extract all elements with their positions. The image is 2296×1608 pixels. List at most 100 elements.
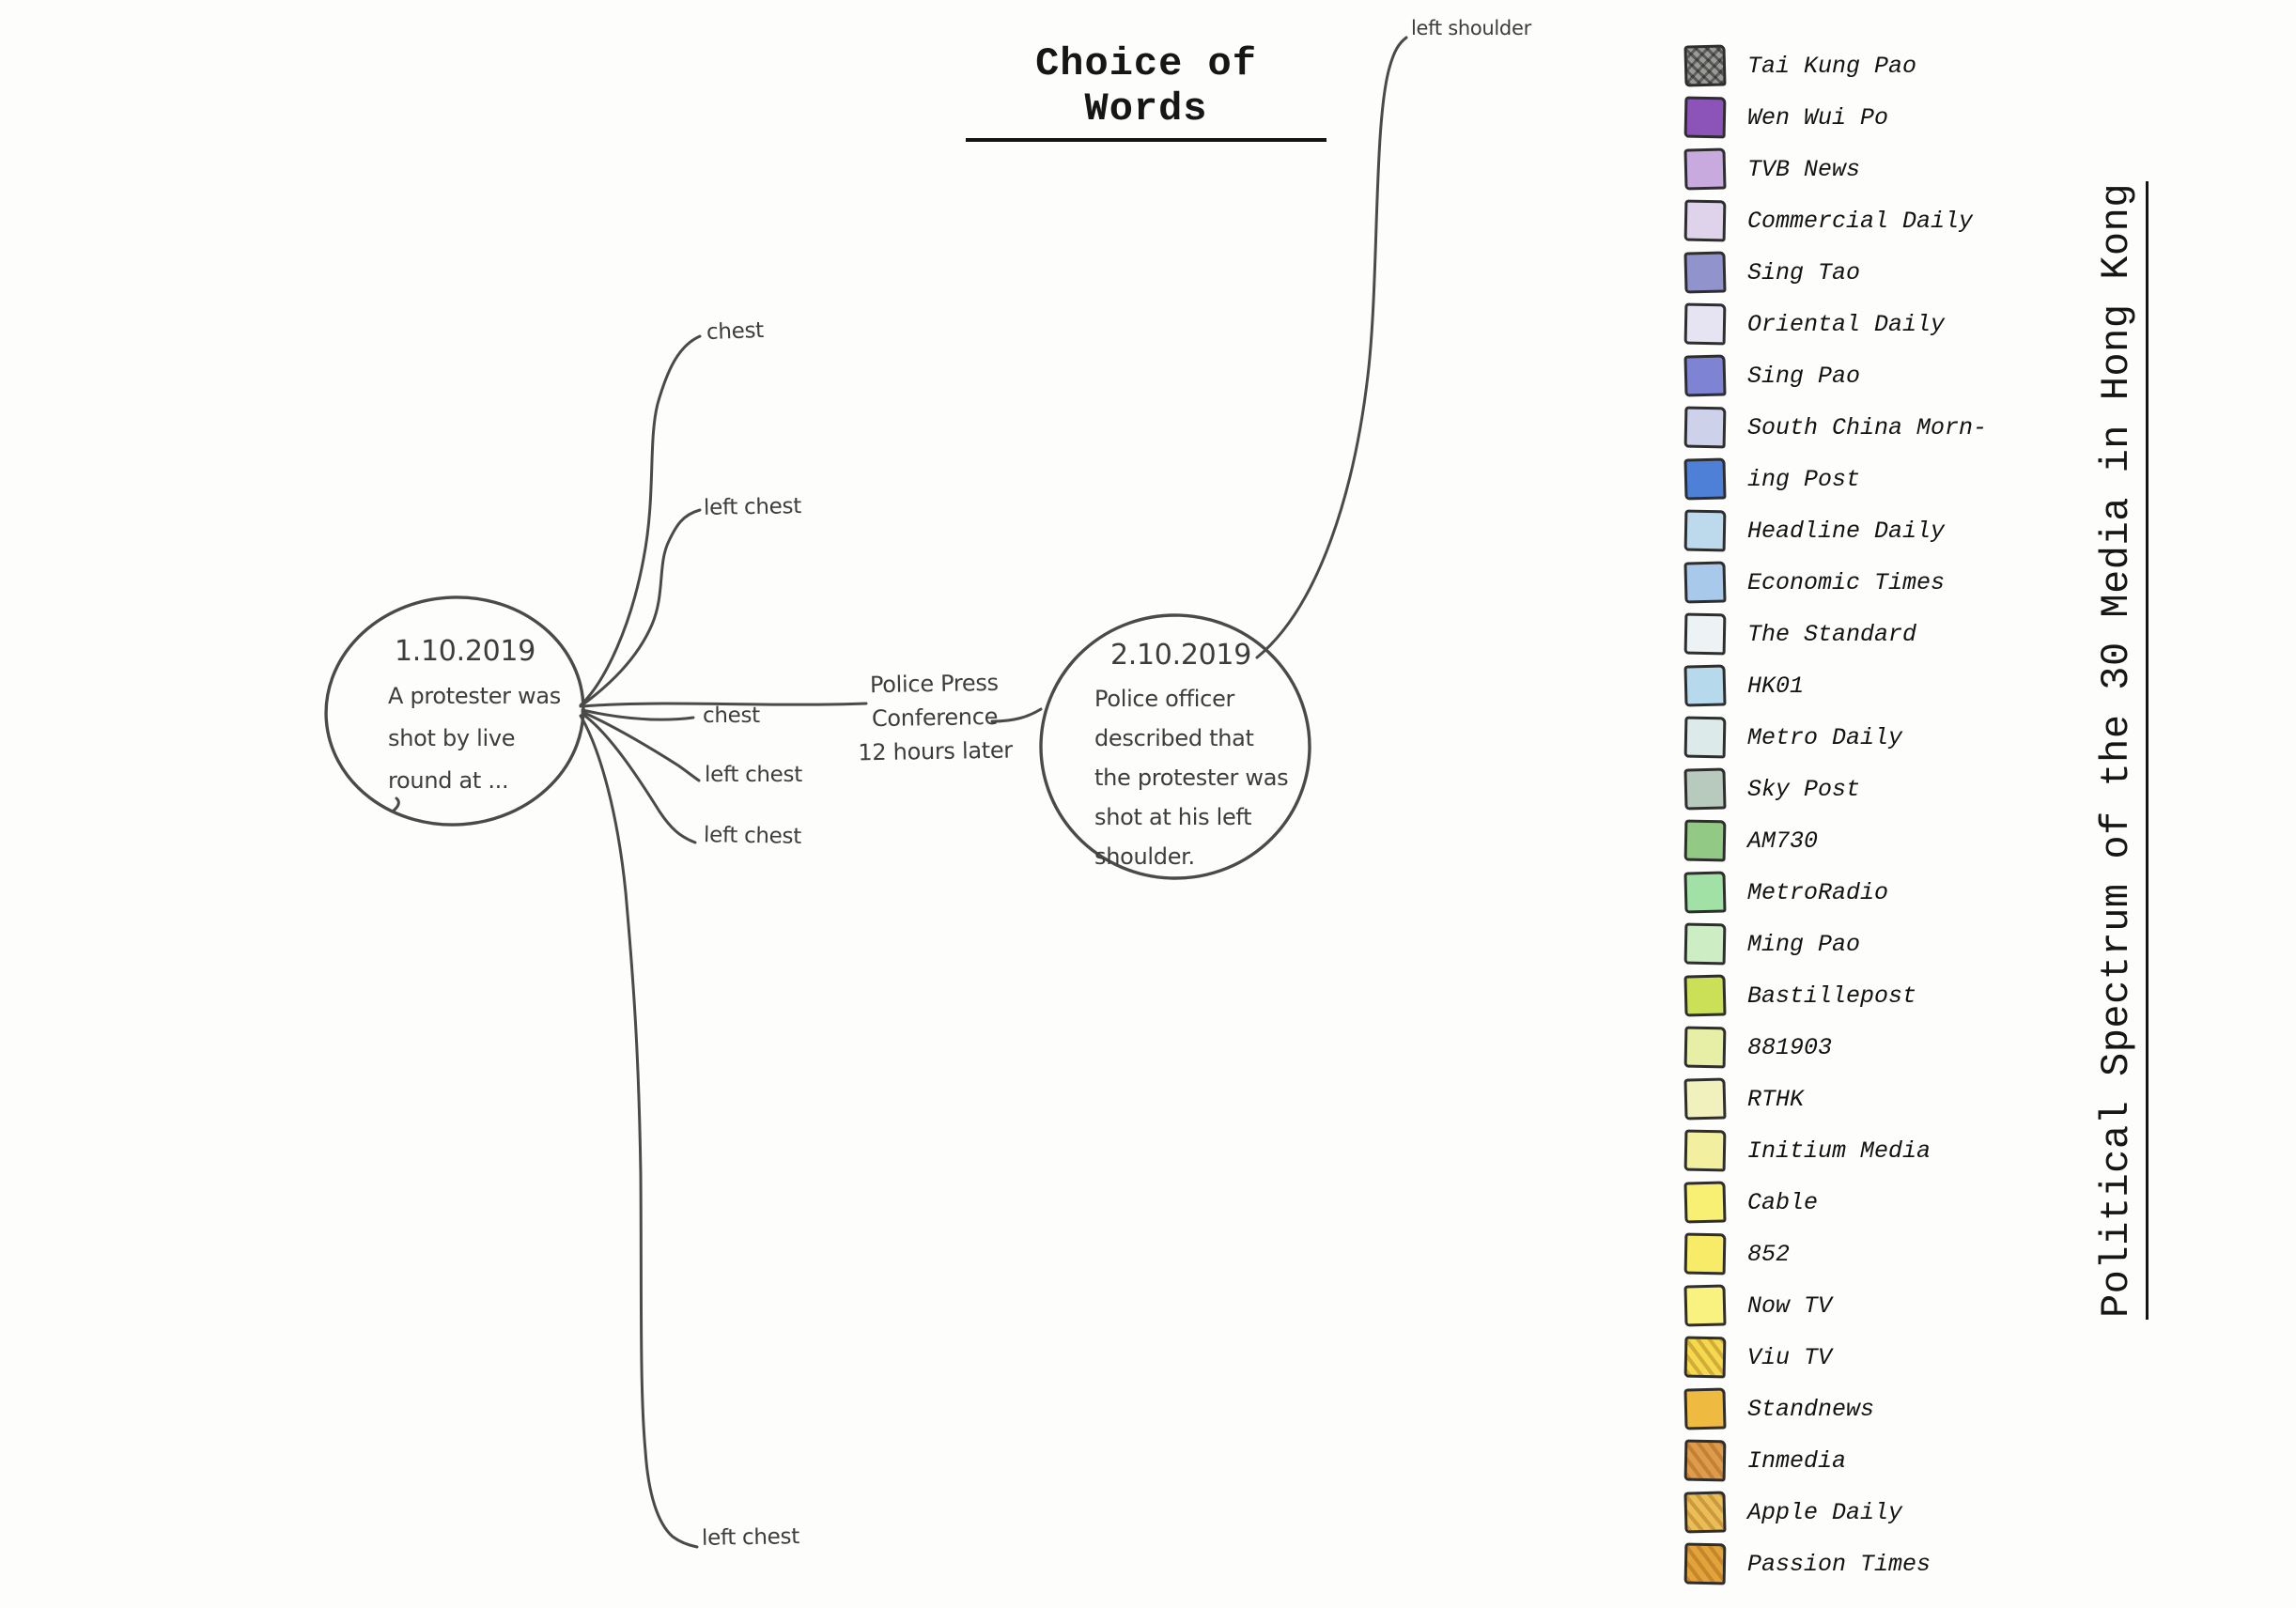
media-name-label: Commercial Daily (1747, 208, 1974, 235)
label-lower-left-chest: left chest (703, 823, 802, 849)
media-name-label: Metro Daily (1747, 724, 1903, 751)
legend-item: Commercial Daily (1683, 194, 1987, 246)
legend-item: Tai Kung Pao (1683, 39, 1987, 91)
event1-text: A protester was shot by live round at ..… (388, 683, 561, 810)
event2-line1: Police officer (1094, 686, 1235, 712)
legend-item: Passion Times (1683, 1538, 1987, 1589)
branch-line-left-shoulder (1255, 36, 1408, 659)
legend-item: Sing Tao (1683, 246, 1987, 298)
media-name-label: ing Post (1747, 466, 1861, 493)
media-color-swatch (1683, 456, 1727, 501)
legend-item: 881903 (1683, 1021, 1987, 1073)
media-name-label: Economic Times (1747, 569, 1946, 596)
media-color-swatch (1683, 1026, 1727, 1068)
legend-item: HK01 (1683, 659, 1987, 711)
event2-line4: shot at his left (1094, 804, 1252, 830)
event1-date: 1.10.2019 (395, 635, 535, 668)
media-name-label: 881903 (1747, 1034, 1833, 1061)
media-name-label: Sing Pao (1747, 363, 1861, 390)
legend-item: 852 (1683, 1228, 1987, 1279)
media-color-swatch (1683, 1283, 1727, 1327)
media-color-swatch (1683, 96, 1727, 138)
legend-item: Metro Daily (1683, 711, 1987, 763)
page-title: Choice of Words (966, 41, 1326, 142)
media-name-label: Initium Media (1747, 1137, 1931, 1165)
legend-item: Oriental Daily (1683, 298, 1987, 349)
media-color-swatch (1683, 406, 1727, 448)
media-color-swatch (1683, 1076, 1727, 1121)
media-color-swatch (1683, 509, 1727, 551)
media-color-swatch (1683, 1542, 1727, 1585)
legend-item: Initium Media (1683, 1124, 1987, 1176)
legend-item: Inmedia (1683, 1434, 1987, 1486)
legend-item: RTHK (1683, 1073, 1987, 1124)
legend-item: Bastillepost (1683, 969, 1987, 1021)
media-name-label: 852 (1747, 1241, 1791, 1268)
media-name-label: Passion Times (1747, 1551, 1931, 1578)
media-name-label: Oriental Daily (1747, 311, 1946, 338)
branch-line-mid-chest (581, 708, 695, 721)
media-name-label: Ming Pao (1747, 931, 1861, 958)
label-left-shoulder: left shoulder (1411, 17, 1531, 39)
media-name-label: Wen Wui Po (1747, 104, 1889, 131)
media-color-swatch (1683, 663, 1727, 707)
stray-pen-mark (392, 796, 400, 812)
connector-line1: Police Press (869, 669, 999, 699)
event1-line3: round at ... (388, 767, 509, 794)
media-color-swatch (1683, 716, 1727, 758)
legend-item: South China Morn- (1683, 401, 1988, 453)
media-name-label: Sky Post (1747, 776, 1861, 803)
legend-item: The Standard (1683, 608, 1987, 659)
media-color-swatch (1683, 250, 1727, 294)
connector-line-right (990, 707, 1043, 723)
media-name-label: Cable (1747, 1189, 1819, 1216)
legend-item: TVB News (1683, 143, 1987, 194)
legend-item: Viu TV (1683, 1331, 1987, 1383)
media-name-label: Standnews (1747, 1396, 1875, 1423)
legend-list: Tai Kung Pao Wen Wui Po TVB News Commerc… (1683, 39, 1988, 1589)
media-color-swatch (1683, 1180, 1727, 1224)
legend-item: Sing Pao (1683, 349, 1987, 401)
label-mid-chest: chest (703, 704, 760, 728)
media-color-swatch (1683, 1232, 1727, 1275)
media-color-swatch (1683, 612, 1727, 655)
media-color-swatch (1683, 199, 1727, 241)
event2-line3: the protester was (1094, 765, 1289, 791)
connector-line-left (581, 702, 868, 708)
media-color-swatch (1683, 353, 1727, 397)
legend-item: Economic Times (1683, 556, 1987, 608)
event2-line2: described that (1094, 725, 1254, 751)
media-name-label: TVB News (1747, 156, 1861, 183)
legend-item: Ming Pao (1683, 918, 1987, 969)
media-color-swatch (1683, 766, 1727, 811)
branch-line-mid-left-chest (581, 710, 701, 782)
media-color-swatch (1683, 302, 1727, 345)
media-name-label: Tai Kung Pao (1747, 53, 1917, 80)
branch-line-lower-left-chest (581, 712, 697, 844)
branch-line-bottom-left-chest (579, 714, 699, 1549)
media-color-swatch (1683, 560, 1727, 604)
event1-line1: A protester was (388, 683, 561, 709)
legend-item: AM730 (1683, 814, 1987, 866)
media-color-swatch (1683, 147, 1727, 191)
media-color-swatch (1683, 1129, 1727, 1171)
media-name-label: Viu TV (1747, 1344, 1833, 1371)
event2-circle (1039, 613, 1311, 880)
media-name-label: South China Morn- (1747, 414, 1988, 441)
media-color-swatch (1683, 1439, 1727, 1481)
event1-line2: shot by live (388, 725, 516, 751)
media-color-swatch (1683, 870, 1727, 914)
label-upper-left-chest: left chest (703, 494, 802, 520)
legend-item: Cable (1683, 1176, 1987, 1228)
media-name-label: RTHK (1747, 1086, 1805, 1113)
legend-item: Wen Wui Po (1683, 91, 1987, 143)
media-name-label: Now TV (1747, 1292, 1833, 1320)
legend-item: Apple Daily (1683, 1486, 1987, 1538)
branch-line-top-chest (579, 334, 702, 707)
media-name-label: HK01 (1747, 673, 1805, 700)
media-color-swatch (1683, 1490, 1727, 1534)
connector-line2: Conference (871, 703, 999, 733)
label-top-chest: chest (706, 317, 765, 346)
